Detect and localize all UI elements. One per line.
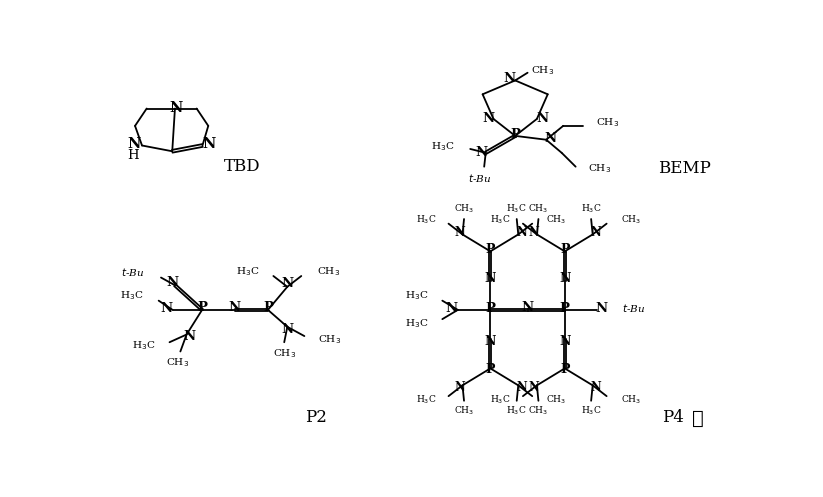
Text: N: N [545, 132, 557, 145]
Text: N: N [160, 302, 173, 315]
Text: P: P [263, 301, 273, 314]
Text: CH$_3$: CH$_3$ [588, 163, 611, 175]
Text: H$_3$C: H$_3$C [506, 405, 527, 417]
Text: N: N [528, 381, 539, 394]
Text: H$_3$C: H$_3$C [490, 394, 510, 406]
Text: CH$_3$: CH$_3$ [272, 347, 295, 360]
Text: CH$_3$: CH$_3$ [546, 214, 566, 226]
Text: CH$_3$: CH$_3$ [621, 394, 641, 406]
Text: P: P [486, 363, 495, 376]
Text: N: N [485, 272, 496, 285]
Text: N: N [537, 112, 548, 125]
Text: N: N [590, 381, 601, 394]
Text: CH$_3$: CH$_3$ [546, 394, 566, 406]
Text: N: N [281, 324, 293, 336]
Text: P: P [486, 244, 495, 256]
Text: H$_3$C: H$_3$C [120, 290, 143, 303]
Text: P: P [560, 244, 570, 256]
Text: H$_3$C: H$_3$C [506, 203, 527, 215]
Text: CH$_3$: CH$_3$ [528, 203, 549, 215]
Text: CH$_3$: CH$_3$ [453, 203, 474, 215]
Text: CH$_3$: CH$_3$ [621, 214, 641, 226]
Text: P: P [510, 128, 520, 141]
Text: BEMP: BEMP [658, 161, 710, 177]
Text: CH$_3$: CH$_3$ [453, 405, 474, 417]
Text: H$_3$C: H$_3$C [490, 214, 510, 226]
Text: TBD: TBD [224, 158, 261, 175]
Text: N: N [476, 146, 488, 159]
Text: N: N [482, 112, 494, 125]
Text: CH$_3$: CH$_3$ [317, 265, 340, 278]
Text: N: N [559, 335, 570, 348]
Text: N: N [516, 381, 527, 394]
Text: N: N [169, 101, 183, 115]
Text: P: P [486, 302, 495, 315]
Text: $t$-Bu: $t$-Bu [622, 302, 645, 314]
Text: CH$_3$: CH$_3$ [528, 405, 549, 417]
Text: P: P [560, 302, 570, 315]
Text: N: N [528, 226, 539, 239]
Text: H$_3$C: H$_3$C [236, 265, 259, 278]
Text: N: N [281, 277, 293, 290]
Text: N: N [504, 73, 516, 85]
Text: H$_3$C: H$_3$C [581, 203, 602, 215]
Text: P: P [197, 301, 207, 314]
Text: 。: 。 [692, 410, 704, 428]
Text: P: P [560, 363, 570, 376]
Text: N: N [590, 226, 601, 239]
Text: N: N [559, 272, 570, 285]
Text: P4: P4 [662, 409, 683, 426]
Text: N: N [454, 381, 465, 394]
Text: N: N [595, 302, 607, 315]
Text: CH$_3$: CH$_3$ [319, 333, 342, 345]
Text: N: N [522, 301, 533, 314]
Text: CH$_3$: CH$_3$ [596, 116, 619, 129]
Text: H$_3$C: H$_3$C [133, 339, 156, 352]
Text: $t$-Bu: $t$-Bu [468, 172, 491, 184]
Text: CH$_3$: CH$_3$ [531, 64, 554, 77]
Text: N: N [516, 226, 527, 239]
Text: H$_3$C: H$_3$C [581, 405, 602, 417]
Text: N: N [485, 335, 496, 348]
Text: P2: P2 [305, 409, 327, 426]
Text: H$_3$C: H$_3$C [405, 290, 429, 303]
Text: N: N [229, 301, 240, 314]
Text: H: H [127, 149, 138, 162]
Text: H$_3$C: H$_3$C [416, 394, 436, 406]
Text: N: N [202, 137, 216, 151]
Text: CH$_3$: CH$_3$ [165, 356, 188, 369]
Text: H$_3$C: H$_3$C [405, 318, 429, 330]
Text: H$_3$C: H$_3$C [416, 214, 436, 226]
Text: N: N [128, 137, 141, 151]
Text: N: N [166, 276, 179, 289]
Text: N: N [445, 302, 458, 315]
Text: N: N [454, 226, 465, 239]
Text: N: N [184, 331, 196, 343]
Text: H$_3$C: H$_3$C [431, 140, 455, 153]
Text: $t$-Bu: $t$-Bu [121, 266, 144, 278]
